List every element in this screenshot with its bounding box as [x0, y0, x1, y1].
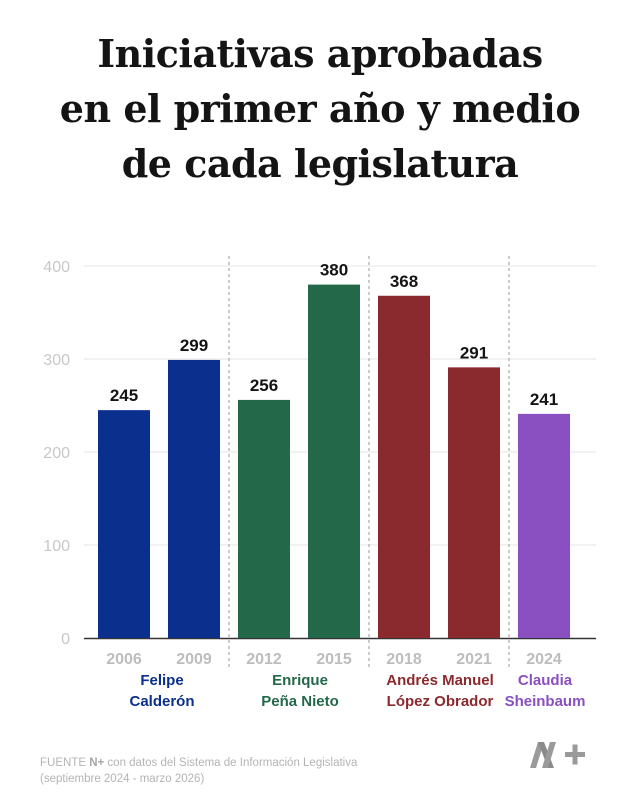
bar [238, 399, 290, 638]
president-name-line: Sheinbaum [504, 693, 586, 710]
source-note: FUENTE N+ con datos del Sistema de Infor… [40, 755, 357, 787]
x-tick-label: 2009 [176, 651, 212, 668]
president-name-line: Claudia [517, 672, 573, 689]
value-label: 380 [320, 261, 348, 280]
president-name-line: López Obrador [386, 693, 494, 710]
x-tick-label: 2018 [386, 651, 422, 668]
source-label: FUENTE [40, 757, 86, 769]
y-tick-label: 0 [61, 631, 70, 648]
n-plus-logo-icon [530, 742, 585, 768]
president-label-sheinbaum: Claudia Sheinbaum [500, 670, 590, 712]
value-labels: 245 299 256 380 368 291 241 [110, 261, 558, 409]
y-tick-label: 400 [43, 259, 70, 276]
president-name-line: Peña Nieto [261, 693, 339, 710]
y-tick-label: 300 [43, 352, 70, 369]
y-tick-label: 100 [43, 538, 70, 555]
x-tick-label: 2012 [246, 651, 282, 668]
bar [168, 359, 220, 638]
x-axis-ticks: 2006 2009 2012 2015 2018 2021 2024 [106, 651, 562, 668]
group-separators [228, 256, 510, 670]
value-label: 368 [390, 272, 418, 291]
president-name-line: Felipe [140, 672, 184, 689]
chart-title: Iniciativas aprobadas en el primer año y… [0, 26, 640, 191]
source-brand: N+ [89, 757, 105, 769]
bar [518, 413, 570, 638]
president-name-line: Enrique [272, 672, 328, 689]
president-name-line: Andrés Manuel [386, 672, 494, 689]
y-tick-label: 200 [43, 445, 70, 462]
bar [308, 284, 360, 638]
president-label-calderon: Felipe Calderón [94, 670, 230, 712]
president-name-line: Calderón [129, 693, 195, 710]
y-axis-ticks: 0 100 200 300 400 [43, 259, 70, 648]
title-line: en el primer año y medio [59, 86, 581, 131]
source-text: con datos del Sistema de Información Leg… [104, 757, 358, 769]
x-tick-label: 2024 [526, 651, 562, 668]
x-tick-label: 2015 [316, 651, 352, 668]
bar [98, 410, 150, 638]
x-tick-label: 2006 [106, 651, 142, 668]
value-label: 245 [110, 386, 138, 405]
value-label: 291 [460, 343, 488, 362]
value-label: 299 [180, 336, 208, 355]
value-label: 256 [250, 376, 278, 395]
president-label-lopez-obrador: Andrés Manuel López Obrador [371, 670, 509, 712]
bar [378, 295, 430, 638]
source-dates: (septiembre 2024 - marzo 2026) [40, 773, 205, 785]
president-label-pena-nieto: Enrique Peña Nieto [235, 670, 365, 712]
value-label: 241 [530, 390, 558, 409]
bar [448, 367, 500, 638]
x-tick-label: 2021 [456, 651, 492, 668]
title-line: de cada legislatura [121, 141, 519, 186]
bars [98, 284, 570, 638]
title-line: Iniciativas aprobadas [97, 31, 543, 76]
